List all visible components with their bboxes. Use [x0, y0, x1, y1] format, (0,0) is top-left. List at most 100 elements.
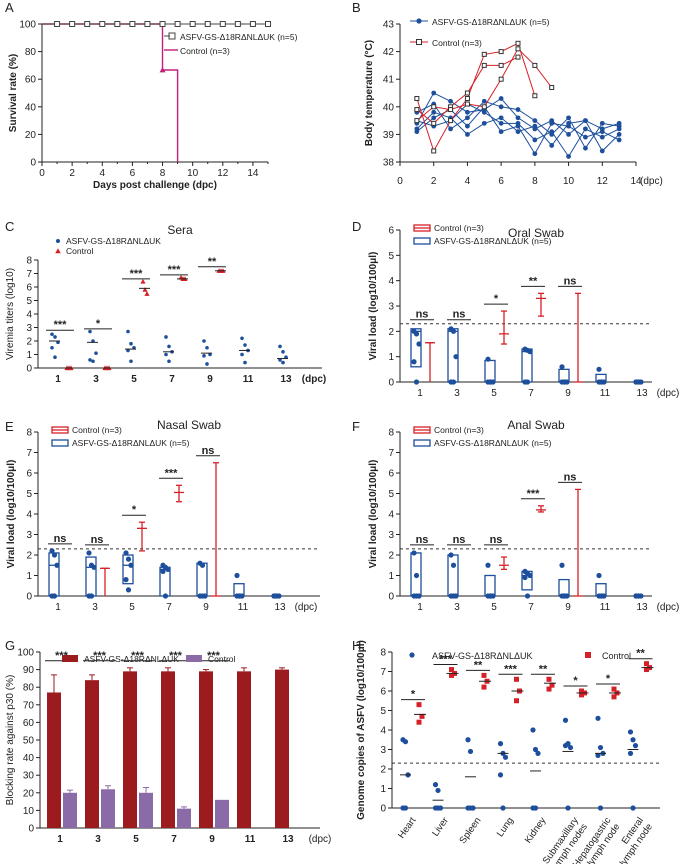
panel-h-vaccine-point: [630, 805, 636, 811]
panel-b-y-label: Body temperature (°C): [364, 40, 375, 146]
panel-b-x-tick-label: 8: [532, 176, 538, 187]
panel-g-x-tick-label: 1: [57, 834, 63, 845]
panel-e-vaccine-point: [49, 548, 55, 554]
panel-h-control-point: [416, 719, 422, 725]
panel-a-y-label: Survival rate (%): [8, 54, 19, 132]
panel-d-vaccine-point: [416, 341, 422, 347]
panel-c-y-tick-label: 2: [26, 337, 32, 348]
panel-c-vaccine-point: [50, 345, 54, 350]
panel-f-label: F: [352, 419, 360, 434]
panel-c-vaccine-point: [88, 329, 92, 334]
panel-a-legend-control: Control (n=3): [180, 46, 230, 56]
panel-c-vaccine-point: [167, 359, 171, 364]
panel-b-control-point: [515, 46, 521, 52]
panel-g-vaccine-bar: [47, 692, 61, 828]
panel-g-legend-vaccine: ASFV-GS-Δ18RΔNLΔUK: [84, 654, 179, 664]
panel-h-y-tick-label: 6: [380, 687, 386, 698]
panel-a-y-tick-label: 40: [25, 102, 37, 113]
panel-e-vaccine-box: [122, 554, 134, 585]
panel-f-vaccine-point: [522, 574, 528, 581]
panel-f-vaccine-point: [596, 572, 602, 579]
panel-c-vaccine-point: [243, 343, 247, 347]
panel-g-y-label: Blocking rate against p30 (%): [5, 675, 16, 806]
panel-g-x-unit: (dpc): [309, 834, 332, 845]
panel-h-label: H: [352, 638, 361, 653]
panel-h-vaccine-point: [627, 750, 634, 757]
panel-e-vaccine-point: [128, 562, 134, 568]
panel-g-y-tick-label: 50: [23, 736, 35, 747]
panel-f-significance: ns: [453, 534, 466, 546]
panel-a-control-line: [42, 23, 179, 162]
panel-f-vaccine-point: [524, 593, 531, 599]
panel-e-legend-control-marker: [51, 426, 69, 434]
panel-b-control-point: [431, 104, 437, 110]
panel-g-vaccine-bar: [123, 671, 137, 828]
panel-f-vaccine-point: [413, 572, 420, 579]
panel-b-control-point: [481, 62, 487, 68]
panel-f-x-tick-label: 9: [565, 602, 571, 613]
panel-d-vaccine-point: [453, 354, 459, 360]
panel-a-x-label: Days post challenge (dpc): [93, 180, 217, 191]
panel-d-legend-vaccine: ASFV-GS-Δ18RΔNLΔUK (n=5): [434, 236, 552, 246]
panel-b-vaccine-point: [566, 132, 571, 137]
panel-e-vaccine-point: [123, 577, 129, 583]
panel-d-vaccine-point: [596, 366, 602, 372]
panel-e-significance: ns: [202, 445, 215, 457]
panel-h-control-point: [514, 698, 519, 704]
panel-a-y-tick-label: 100: [19, 20, 36, 31]
panel-f-y-tick-label: 6: [388, 469, 394, 480]
panel-f-x-tick-label: 1: [417, 602, 423, 613]
panel-c-y-tick-label: 6: [26, 283, 32, 294]
panel-h-vaccine-point: [467, 748, 474, 755]
panel-e-y-tick-label: 8: [26, 428, 32, 439]
panel-e-vaccine-point: [88, 593, 95, 599]
panel-e-legend-control: Control (n=3): [72, 425, 122, 435]
panel-a-vaccine-point: [189, 21, 196, 27]
panel-d-vaccine-point: [635, 379, 642, 385]
panel-a-x-tick-label: 8: [160, 168, 166, 179]
panel-g-y-tick-label: 80: [23, 683, 35, 694]
panel-a-y-tick-label: 20: [25, 130, 37, 141]
panel-h-x-tick-label-line: Heart: [396, 815, 419, 841]
panel-b-vaccine-point: [515, 107, 521, 112]
panel-c-vaccine-point: [278, 344, 282, 349]
panel-b-vaccine-point: [414, 126, 420, 132]
panel-e-vaccine-point: [165, 566, 171, 572]
panel-g-control-bar: [101, 789, 115, 828]
panel-f-vaccine-box: [447, 554, 459, 597]
panel-h-control-point: [579, 688, 584, 694]
panel-c-vaccine-point: [164, 352, 168, 357]
panel-b-control-point: [464, 90, 470, 96]
panel-a-vaccine-point: [249, 21, 256, 27]
panel-g-y-tick-label: 90: [23, 665, 35, 676]
panel-a-x-tick-label: 2: [69, 168, 75, 179]
panel-d-y-tick-label: 1: [388, 352, 394, 363]
panel-h-control-point: [546, 686, 552, 692]
panel-b-x-tick-label: 12: [597, 176, 609, 187]
panel-g-y-tick-label: 30: [23, 771, 35, 782]
panel-h-vaccine-point: [497, 772, 504, 778]
panel-b-control-point: [448, 118, 454, 124]
panel-e-label: E: [5, 419, 14, 434]
panel-e-legend-vaccine-marker: [51, 439, 69, 447]
panel-a-x-tick-label: 0: [39, 168, 45, 179]
panel-c-vaccine-point: [243, 360, 247, 365]
panel-h-control-point: [419, 713, 425, 719]
panel-c-legend-control-marker: [55, 248, 61, 254]
panel-f-vaccine-point: [450, 562, 457, 568]
panel-c-vaccine-point: [50, 332, 54, 337]
panel-d-vaccine-box: [410, 328, 422, 368]
panel-h-x-tick-label-line: Lung: [495, 815, 516, 839]
panel-c-vaccine-point: [91, 359, 95, 364]
panel-h-vaccine-point: [432, 782, 439, 788]
panel-c-vaccine-point: [53, 355, 57, 360]
panel-h-control-point: [611, 686, 617, 692]
panel-d-significance: **: [529, 275, 538, 287]
panel-b-vaccine-point: [498, 129, 504, 135]
panel-b-vaccine-point: [515, 120, 521, 126]
panel-f-vaccine-point: [411, 550, 417, 556]
panel-h-vaccine-point: [565, 805, 571, 811]
panel-b-vaccine-point: [583, 145, 588, 151]
panel-d-legend-vaccine-marker: [413, 237, 431, 245]
panel-f-vaccine-point: [485, 562, 491, 568]
